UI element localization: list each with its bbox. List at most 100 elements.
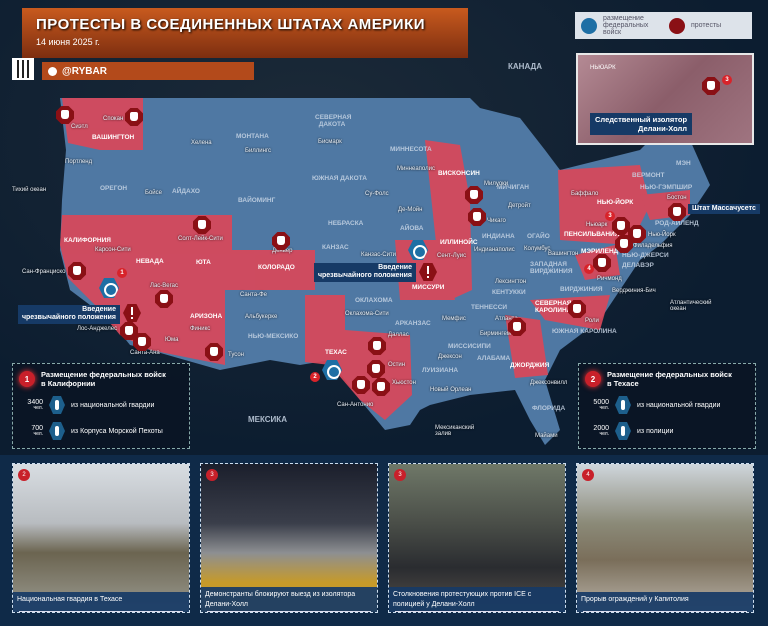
channel-link[interactable]: @RYBAR (42, 62, 254, 80)
fist-icon[interactable] (367, 360, 385, 378)
federal-troops-marker-texas[interactable] (322, 360, 342, 380)
state-label: НЬЮ-ЙОРК (597, 199, 634, 206)
city-label: Тусон (228, 352, 244, 358)
city-label: Мемфис (442, 316, 466, 322)
fist-icon[interactable] (68, 262, 86, 280)
state-label: ПЕНСИЛЬВАНИЯ (564, 231, 620, 238)
fist-icon[interactable] (468, 208, 486, 226)
state-label: МЭРИЛЕНД (581, 248, 619, 255)
city-label: Юма (165, 337, 179, 343)
state-label: СЕВЕРНАЯ ДАКОТА (315, 114, 352, 128)
fist-icon[interactable] (272, 232, 290, 250)
state-label: НЬЮ-ГЭМПШИР (640, 184, 693, 191)
panel-number: 1 (19, 371, 35, 387)
city-label: Хелена (191, 140, 212, 146)
state-label: ВИРДЖИНИЯ (560, 286, 603, 293)
city-label: Вашингтон (548, 251, 579, 257)
city-label: Майами (535, 433, 558, 439)
federal-troops-icon (581, 17, 597, 34)
city-label: Филадельфия (633, 243, 673, 249)
state-label: ИНДИАНА (482, 233, 515, 240)
page-title: ПРОТЕСТЫ В СОЕДИНЕННЫХ ШТАТАХ АМЕРИКИ (36, 16, 426, 33)
legend: размещение федеральных войск протесты (575, 12, 752, 39)
city-label: Роли (585, 318, 599, 324)
state-label: МИЧИГАН (497, 184, 529, 191)
federal-troops-marker-california[interactable] (99, 278, 119, 298)
fist-icon[interactable] (193, 216, 211, 234)
photo-2[interactable]: 3 Демонстранты блокируют выезд из изолято… (200, 463, 378, 613)
fist-icon[interactable] (568, 300, 586, 318)
state-label: ДЖОРДЖИЯ (510, 362, 550, 369)
fist-icon[interactable] (372, 378, 390, 396)
fist-icon[interactable] (593, 254, 611, 272)
state-label: ВАШИНГТОН (92, 134, 135, 141)
city-label: Солт-Лейк-Сити (178, 236, 223, 242)
city-label: Детройт (508, 203, 531, 209)
city-label: Де-Мойн (398, 207, 423, 213)
city-label: Ричмонд (597, 276, 622, 282)
city-label: Канзас-Сити (361, 252, 397, 258)
fist-icon[interactable] (205, 343, 223, 361)
photo-4[interactable]: 4 Прорыв ограждений у Капитолия (576, 463, 754, 613)
fist-icon[interactable] (465, 186, 483, 204)
photo-caption: Столкновения протестующих против ICE с п… (389, 587, 565, 612)
water-label: Мексиканский залив (435, 425, 475, 437)
inset-city: НЬЮАРК (590, 65, 616, 71)
title-bar: ПРОТЕСТЫ В СОЕДИНЕННЫХ ШТАТАХ АМЕРИКИ 14… (22, 8, 468, 58)
city-label: Сан-Антонио (337, 402, 374, 408)
state-label: КАНЗАС (322, 244, 349, 251)
state-label: МОНТАНА (236, 133, 269, 140)
photo-3[interactable]: 3 Столкновения протестующих против ICE с … (388, 463, 566, 613)
city-label: Милуоки (484, 181, 509, 187)
fist-icon[interactable] (612, 217, 630, 235)
city-label: Миннеаполис (397, 166, 435, 172)
fist-icon[interactable] (628, 225, 646, 243)
state-label: НЕБРАСКА (328, 220, 364, 227)
city-label: Остин (388, 362, 406, 368)
badge-3: 3 (722, 75, 732, 85)
date: 14 июня 2025 г. (36, 37, 100, 47)
country-label: МЕКСИКА (248, 415, 287, 424)
city-label: Лос-Анджелес (77, 326, 118, 332)
city-label: Портленд (65, 159, 93, 165)
fist-icon[interactable] (668, 203, 686, 221)
city-label: Даллас (388, 332, 409, 338)
emergency-marker-california[interactable] (123, 304, 141, 322)
fist-icon[interactable] (56, 106, 74, 124)
state-label: АЙДАХО (172, 188, 200, 195)
state-label: КЕНТУККИ (492, 289, 526, 296)
fist-icon[interactable] (133, 333, 151, 351)
state-label: АРИЗОНА (190, 313, 223, 320)
soldier-icon (615, 396, 631, 414)
state-label: АЛАБАМА (477, 355, 511, 362)
fist-icon[interactable] (508, 318, 526, 336)
state-label: ЮЖНАЯ ДАКОТА (312, 175, 367, 182)
badge-1: 1 (117, 268, 127, 278)
fist-icon[interactable] (352, 376, 370, 394)
state-label: ЮЖНАЯ КАРОЛИНА (552, 328, 617, 335)
city-label: Санта-Ана (130, 350, 160, 356)
city-label: Финикс (190, 326, 211, 332)
city-label: Лас-Вегас (150, 283, 179, 289)
badge-2: 2 (310, 372, 320, 382)
state-label: ТЕННЕССИ (471, 304, 508, 311)
city-label: Биллингс (245, 148, 272, 154)
city-label: Бисмарк (318, 139, 342, 145)
city-label: Джексон (438, 354, 462, 360)
state-label: ДЕЛАВЭР (622, 262, 654, 269)
fist-icon[interactable] (368, 337, 386, 355)
state-label: НЕВАДА (136, 258, 164, 265)
city-label: Нью-Йорк (648, 232, 676, 238)
state-label: КОЛОРАДО (258, 264, 295, 271)
photo-1[interactable]: 2 Национальная гвардия в Техасе (12, 463, 190, 613)
fist-icon[interactable] (120, 322, 138, 340)
emergency-marker-missouri[interactable] (419, 263, 437, 281)
city-label: Хьюстон (392, 380, 416, 386)
fist-icon[interactable] (615, 235, 633, 253)
state-label: ЗАПАДНАЯ ВИРДЖИНИЯ (530, 261, 573, 275)
federal-troops-marker-illinois[interactable] (408, 240, 428, 260)
legend-federal: размещение федеральных войск (603, 15, 649, 36)
fist-icon[interactable] (125, 108, 143, 126)
fist-icon[interactable] (155, 290, 173, 308)
city-label: Сан-Франциско (22, 269, 66, 275)
